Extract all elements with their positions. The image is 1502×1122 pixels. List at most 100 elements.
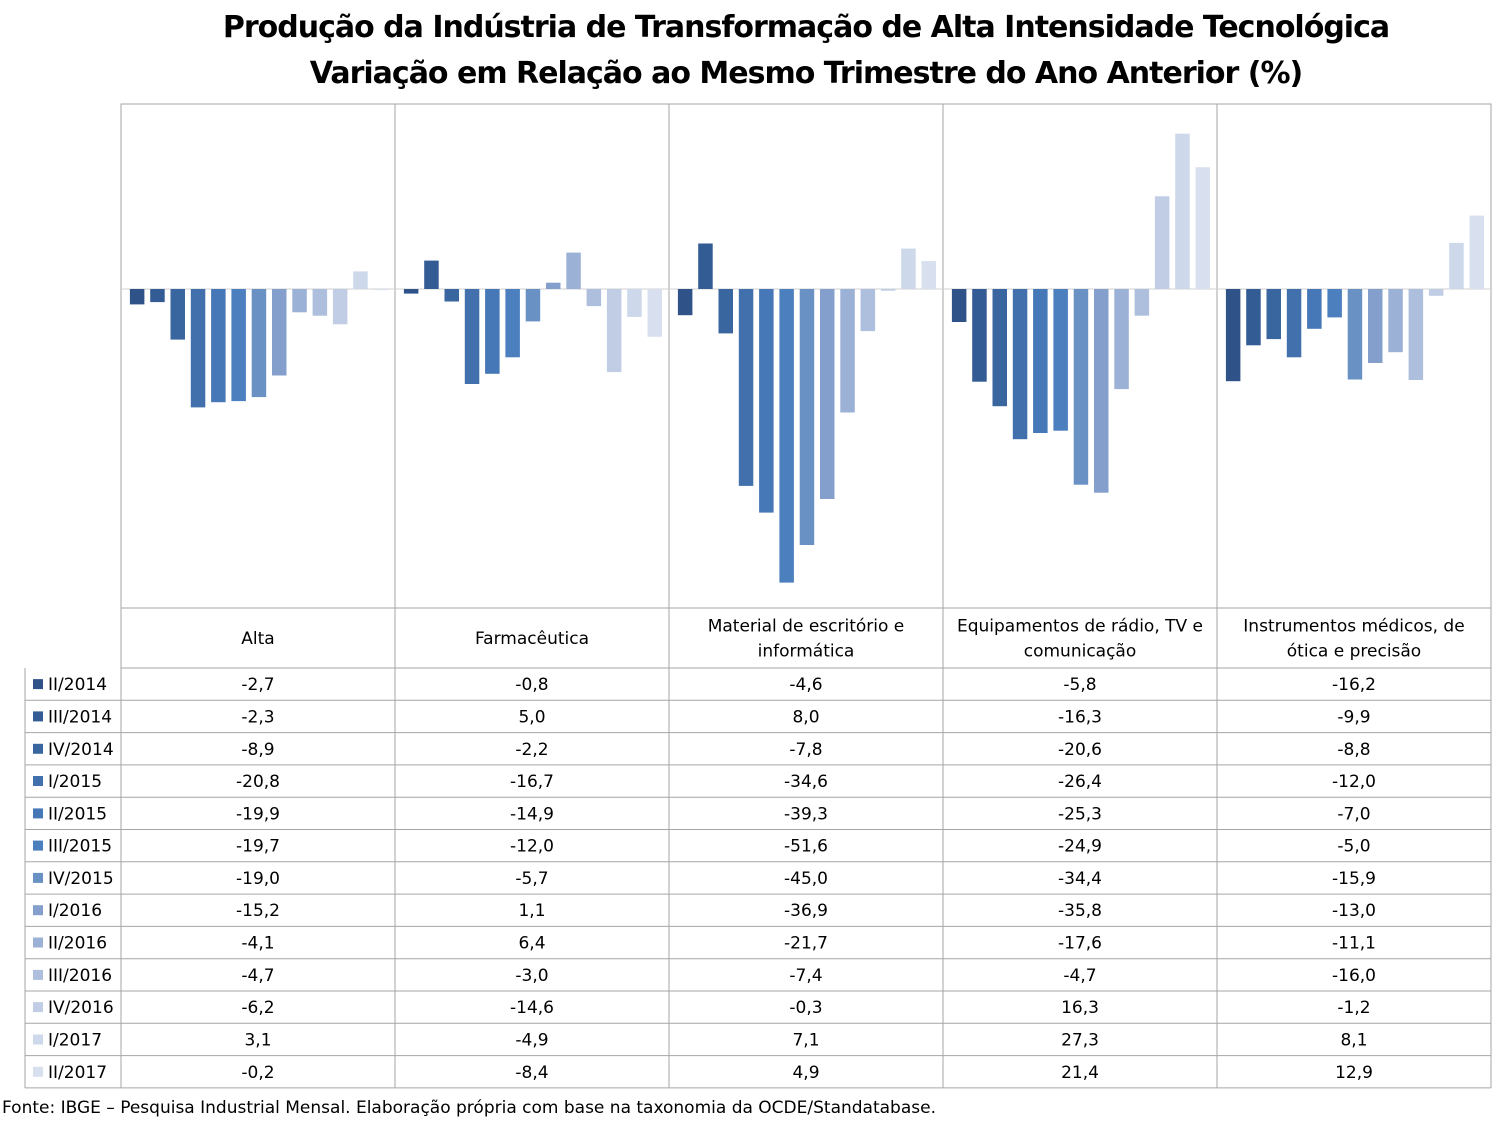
data-table-value: -12,0 bbox=[1332, 772, 1376, 792]
bar-II-2016-4 bbox=[1388, 289, 1403, 353]
data-table-value: -4,9 bbox=[515, 1031, 548, 1051]
data-table-value: 21,4 bbox=[1061, 1063, 1099, 1083]
legend-label: III/2015 bbox=[48, 837, 112, 857]
data-table-value: 27,3 bbox=[1061, 1031, 1099, 1051]
bar-IV-2016-3 bbox=[1154, 196, 1170, 289]
plot-area-border bbox=[120, 103, 1492, 609]
bar-I-2016-3 bbox=[1094, 289, 1109, 493]
data-table-value: -2,3 bbox=[241, 707, 274, 727]
legend-key bbox=[33, 679, 43, 690]
bar-III-2016-2 bbox=[860, 289, 876, 332]
data-table-value: -1,2 bbox=[1337, 998, 1370, 1018]
data-table-value: -4,1 bbox=[241, 934, 274, 954]
data-table-value: -9,9 bbox=[1337, 707, 1370, 727]
bar-III-2016-1 bbox=[586, 289, 602, 307]
data-table-value: -12,0 bbox=[510, 837, 554, 857]
legend-label: I/2016 bbox=[48, 901, 102, 921]
bar-I-2016-4 bbox=[1368, 289, 1383, 363]
bar-III-2014-4 bbox=[1246, 289, 1261, 346]
bar-II-2014-3 bbox=[951, 289, 967, 322]
legend-key bbox=[33, 937, 43, 948]
bar-IV-2015-2 bbox=[799, 289, 815, 545]
category-label: Equipamentos de rádio, TV e bbox=[957, 617, 1203, 637]
data-table-value: -36,9 bbox=[784, 901, 828, 921]
bar-II-2016-3 bbox=[1114, 289, 1129, 390]
data-table-value: -20,8 bbox=[236, 772, 280, 792]
bar-I-2017-3 bbox=[1175, 133, 1190, 289]
bar-IV-2014-2 bbox=[718, 289, 733, 334]
legend-label: IV/2015 bbox=[48, 869, 114, 889]
bar-I-2016-0 bbox=[272, 289, 287, 376]
legend-label: II/2014 bbox=[48, 675, 107, 695]
chart-subtitle: Variação em Relação ao Mesmo Trimestre d… bbox=[309, 56, 1303, 91]
category-label: Instrumentos médicos, de bbox=[1243, 617, 1464, 637]
legend-label: III/2014 bbox=[48, 707, 112, 727]
legend-key bbox=[33, 1066, 43, 1077]
data-table-value: -8,8 bbox=[1337, 740, 1370, 760]
data-table-value: -15,2 bbox=[236, 901, 280, 921]
data-table-value: -13,0 bbox=[1332, 901, 1376, 921]
data-table-value: -4,6 bbox=[789, 675, 822, 695]
data-table-value: -16,3 bbox=[1058, 707, 1102, 727]
data-table-value: -16,2 bbox=[1332, 675, 1376, 695]
data-table-value: -3,0 bbox=[515, 966, 548, 986]
bar-II-2014-2 bbox=[677, 289, 693, 316]
bar-IV-2016-2 bbox=[880, 289, 896, 291]
bar-II-2014-1 bbox=[403, 289, 419, 294]
bar-I-2017-4 bbox=[1449, 242, 1464, 289]
bar-III-2014-1 bbox=[424, 260, 439, 289]
bar-II-2017-3 bbox=[1195, 167, 1210, 289]
data-table-value: -20,6 bbox=[1058, 740, 1102, 760]
bar-II-2015-3 bbox=[1033, 289, 1048, 433]
data-table-value: -8,9 bbox=[241, 740, 274, 760]
data-table-value: 7,1 bbox=[792, 1031, 819, 1051]
bar-III-2014-0 bbox=[150, 289, 165, 303]
bar-II-2015-2 bbox=[759, 289, 774, 513]
bar-I-2015-1 bbox=[464, 289, 480, 384]
legend-key bbox=[33, 1034, 43, 1045]
data-table-value: -24,9 bbox=[1058, 837, 1102, 857]
data-table-value: 8,1 bbox=[1340, 1031, 1367, 1051]
bar-II-2016-2 bbox=[840, 289, 855, 413]
bar-I-2017-1 bbox=[627, 289, 642, 317]
data-table-value: -17,6 bbox=[1058, 934, 1102, 954]
data-table-value: 5,0 bbox=[518, 707, 545, 727]
bar-IV-2014-4 bbox=[1266, 289, 1281, 340]
data-table-value: 16,3 bbox=[1061, 998, 1099, 1018]
data-table-value: -19,9 bbox=[236, 804, 280, 824]
data-table-value: -8,4 bbox=[515, 1063, 548, 1083]
bar-IV-2016-4 bbox=[1428, 289, 1444, 296]
data-table-value: 12,9 bbox=[1335, 1063, 1373, 1083]
bar-IV-2015-4 bbox=[1347, 289, 1363, 380]
bar-I-2016-1 bbox=[546, 282, 561, 289]
legend-key bbox=[33, 711, 43, 722]
data-table-value: -51,6 bbox=[784, 837, 828, 857]
category-label: Material de escritório e bbox=[708, 617, 905, 637]
bar-III-2016-3 bbox=[1134, 289, 1150, 316]
data-table-value: -6,2 bbox=[241, 998, 274, 1018]
category-label: informática bbox=[758, 642, 855, 662]
bar-III-2015-2 bbox=[779, 289, 794, 583]
data-table-value: -35,8 bbox=[1058, 901, 1102, 921]
data-table-value: -34,6 bbox=[784, 772, 828, 792]
data-table-value: -0,2 bbox=[241, 1063, 274, 1083]
data-table-value: -4,7 bbox=[1063, 966, 1096, 986]
data-table-value: -0,3 bbox=[789, 998, 822, 1018]
bar-III-2015-1 bbox=[505, 289, 520, 358]
category-label: Farmacêutica bbox=[475, 629, 589, 649]
data-table-value: -21,7 bbox=[784, 934, 828, 954]
bar-III-2016-4 bbox=[1408, 289, 1424, 380]
data-table-value: -7,8 bbox=[789, 740, 822, 760]
bar-III-2015-3 bbox=[1053, 289, 1068, 431]
data-table-value: -39,3 bbox=[784, 804, 828, 824]
data-table-value: -2,7 bbox=[241, 675, 274, 695]
legend-key bbox=[33, 872, 43, 883]
data-table-value: 8,0 bbox=[792, 707, 819, 727]
data-table-value: -5,0 bbox=[1337, 837, 1370, 857]
bar-III-2016-0 bbox=[312, 289, 328, 316]
bar-II-2015-4 bbox=[1307, 289, 1322, 329]
data-table-value: -16,7 bbox=[510, 772, 554, 792]
chart-title: Produção da Indústria de Transformação d… bbox=[222, 10, 1390, 45]
data-table-value: -16,0 bbox=[1332, 966, 1376, 986]
